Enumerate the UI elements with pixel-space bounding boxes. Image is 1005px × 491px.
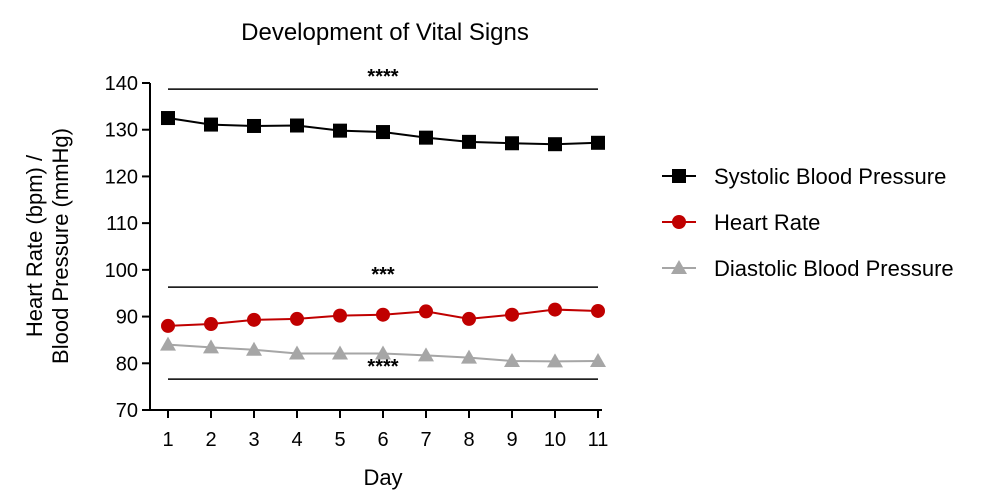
x-tick-label: 6 <box>377 429 388 451</box>
systolic-blood-pressure-point <box>333 123 347 138</box>
heart-rate-point <box>462 311 476 326</box>
y-tick-label: 140 <box>105 73 138 95</box>
y-tick-label: 110 <box>106 213 138 235</box>
y-tick-label: 90 <box>116 307 138 329</box>
x-tick-label: 5 <box>334 429 345 451</box>
x-axis-title: Day <box>363 465 402 490</box>
heart-rate-point <box>505 307 519 322</box>
legend-label-heart-rate: Heart Rate <box>714 210 820 235</box>
significance-label: **** <box>367 356 398 378</box>
diastolic-blood-pressure-point <box>504 352 520 367</box>
heart-rate-point <box>376 307 390 322</box>
legend-label-diastolic-blood-pressure: Diastolic Blood Pressure <box>714 256 954 281</box>
systolic-blood-pressure-point <box>247 118 261 133</box>
diastolic-blood-pressure-point <box>547 353 563 368</box>
diastolic-blood-pressure-point <box>590 352 606 367</box>
y-axis-title-line-1: Heart Rate (bpm) / <box>22 154 47 337</box>
y-tick-label: 130 <box>105 120 138 142</box>
x-tick-label: 4 <box>291 429 302 451</box>
x-tick-label: 1 <box>162 429 173 451</box>
systolic-blood-pressure-point <box>505 136 519 151</box>
diastolic-blood-pressure-point <box>289 345 305 360</box>
diastolic-blood-pressure-point <box>203 339 219 354</box>
diastolic-blood-pressure-point <box>246 341 262 356</box>
significance-label: **** <box>367 66 398 88</box>
legend: Systolic Blood Pressure Heart Rate Diastol… <box>662 164 954 281</box>
x-tick-label: 10 <box>544 429 566 451</box>
y-tick-label: 100 <box>105 260 138 282</box>
y-tick-label: 80 <box>116 353 138 375</box>
diastolic-blood-pressure-point <box>375 345 391 360</box>
systolic-blood-pressure-point <box>419 130 433 145</box>
heart-rate-point <box>419 304 433 319</box>
heart-rate-point <box>161 318 175 333</box>
legend-marker-systolic-blood-pressure <box>672 169 686 183</box>
heart-rate-point <box>548 302 562 317</box>
significance-label: *** <box>371 264 395 286</box>
systolic-blood-pressure-point <box>290 118 304 133</box>
diastolic-blood-pressure-point <box>160 336 176 351</box>
heart-rate-point <box>591 303 605 318</box>
diastolic-blood-pressure-point <box>332 345 348 360</box>
diastolic-blood-pressure-point <box>418 347 434 362</box>
x-tick-label: 8 <box>463 429 474 451</box>
systolic-blood-pressure-point <box>462 134 476 149</box>
heart-rate-point <box>204 317 218 332</box>
y-axis-title: Heart Rate (bpm) / Blood Pressure (mmHg) <box>22 128 73 364</box>
heart-rate-point <box>333 308 347 323</box>
legend-marker-heart-rate <box>672 215 686 229</box>
x-tick-label: 9 <box>506 429 517 451</box>
chart-title: Development of Vital Signs <box>241 19 529 46</box>
x-tick-label: 2 <box>205 429 216 451</box>
x-tick-label: 11 <box>588 429 609 451</box>
legend-marker-diastolic-blood-pressure <box>671 260 687 274</box>
systolic-blood-pressure-point <box>548 137 562 152</box>
x-tick-label: 3 <box>248 429 259 451</box>
systolic-blood-pressure-point <box>376 125 390 140</box>
systolic-blood-pressure-point <box>591 135 605 150</box>
heart-rate-point <box>247 312 261 327</box>
legend-label-systolic-blood-pressure: Systolic Blood Pressure <box>714 164 946 189</box>
y-axis-title-line-2: Blood Pressure (mmHg) <box>48 128 73 364</box>
y-tick-label: 120 <box>105 166 138 188</box>
diastolic-blood-pressure-point <box>461 349 477 364</box>
systolic-blood-pressure-point <box>161 111 175 126</box>
heart-rate-point <box>290 311 304 326</box>
x-tick-label: 7 <box>420 429 431 451</box>
systolic-blood-pressure-point <box>204 117 218 132</box>
y-tick-label: 70 <box>116 400 138 422</box>
